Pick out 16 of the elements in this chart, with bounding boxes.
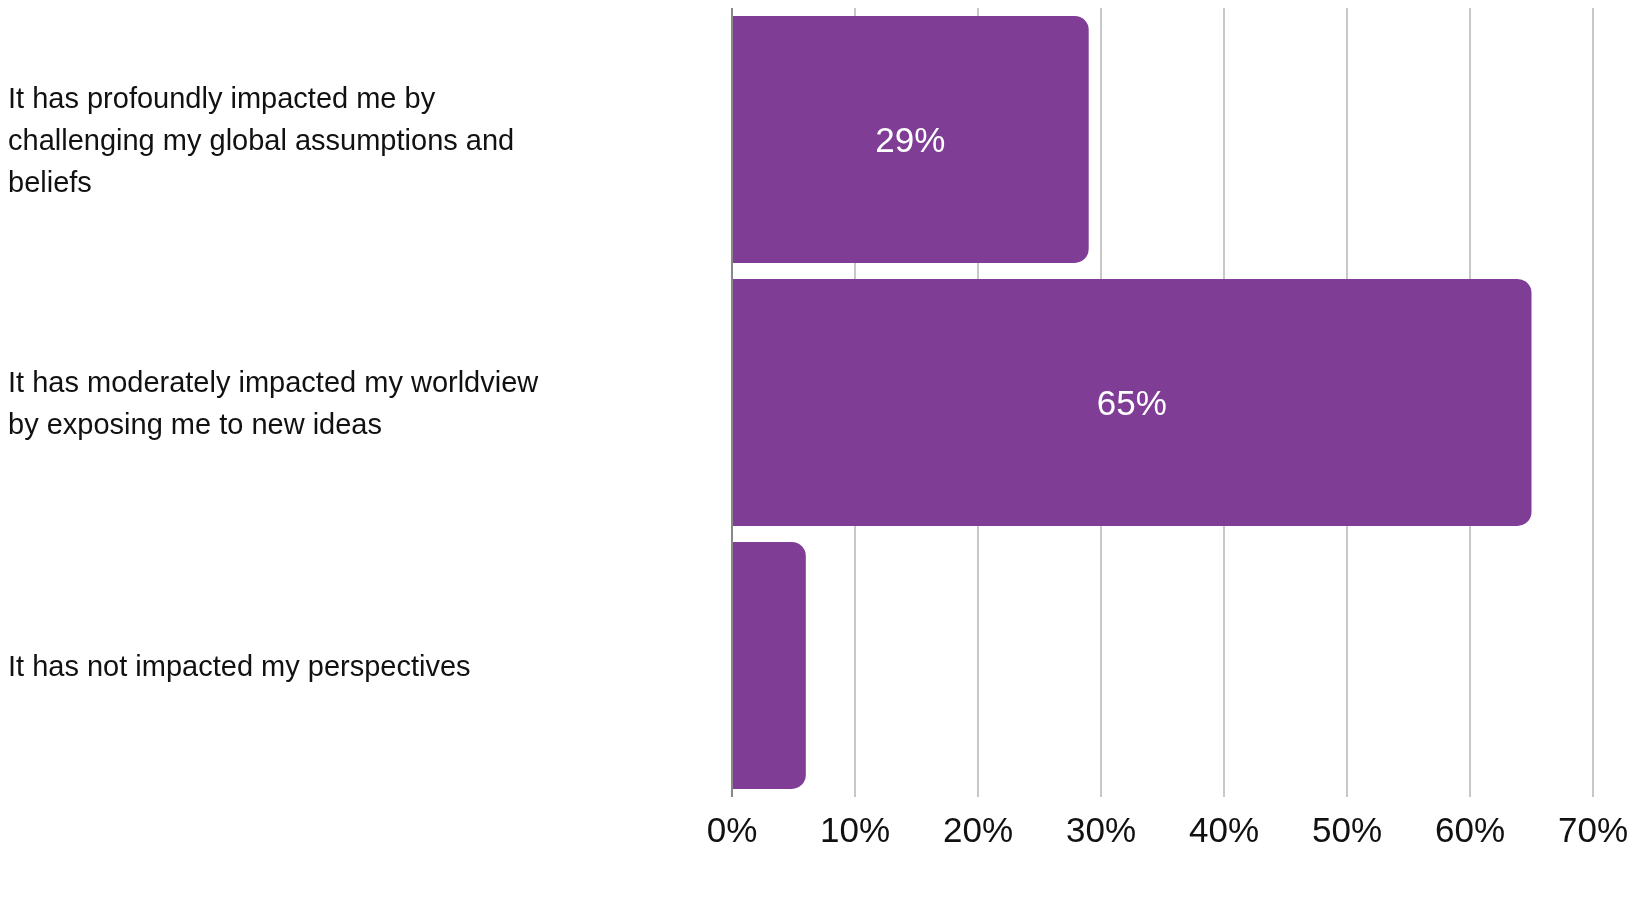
x-tick-label: 50% bbox=[1311, 809, 1383, 849]
x-tick-label: 40% bbox=[1188, 809, 1260, 849]
data-label: 65% bbox=[1096, 382, 1167, 422]
x-tick-label: 60% bbox=[1434, 809, 1506, 849]
bar bbox=[732, 541, 806, 789]
x-tick-label: 20% bbox=[942, 809, 1014, 849]
y-tick-label: It has not impacted my perspectives bbox=[8, 649, 471, 682]
bar bbox=[732, 15, 1089, 263]
x-tick-label: 0% bbox=[706, 809, 758, 849]
x-tick-label: 70% bbox=[1557, 809, 1629, 849]
y-tick-label: It has moderately impacted my worldview by exposing me to new ideas bbox=[8, 365, 540, 440]
data-label: 29% bbox=[875, 119, 946, 159]
y-tick-label: It has profoundly impacted me by challenging my global assumptions and beliefs bbox=[8, 81, 515, 198]
x-tick-label: 10% bbox=[819, 809, 891, 849]
x-tick-label: 30% bbox=[1065, 809, 1137, 849]
bar bbox=[732, 278, 1532, 526]
